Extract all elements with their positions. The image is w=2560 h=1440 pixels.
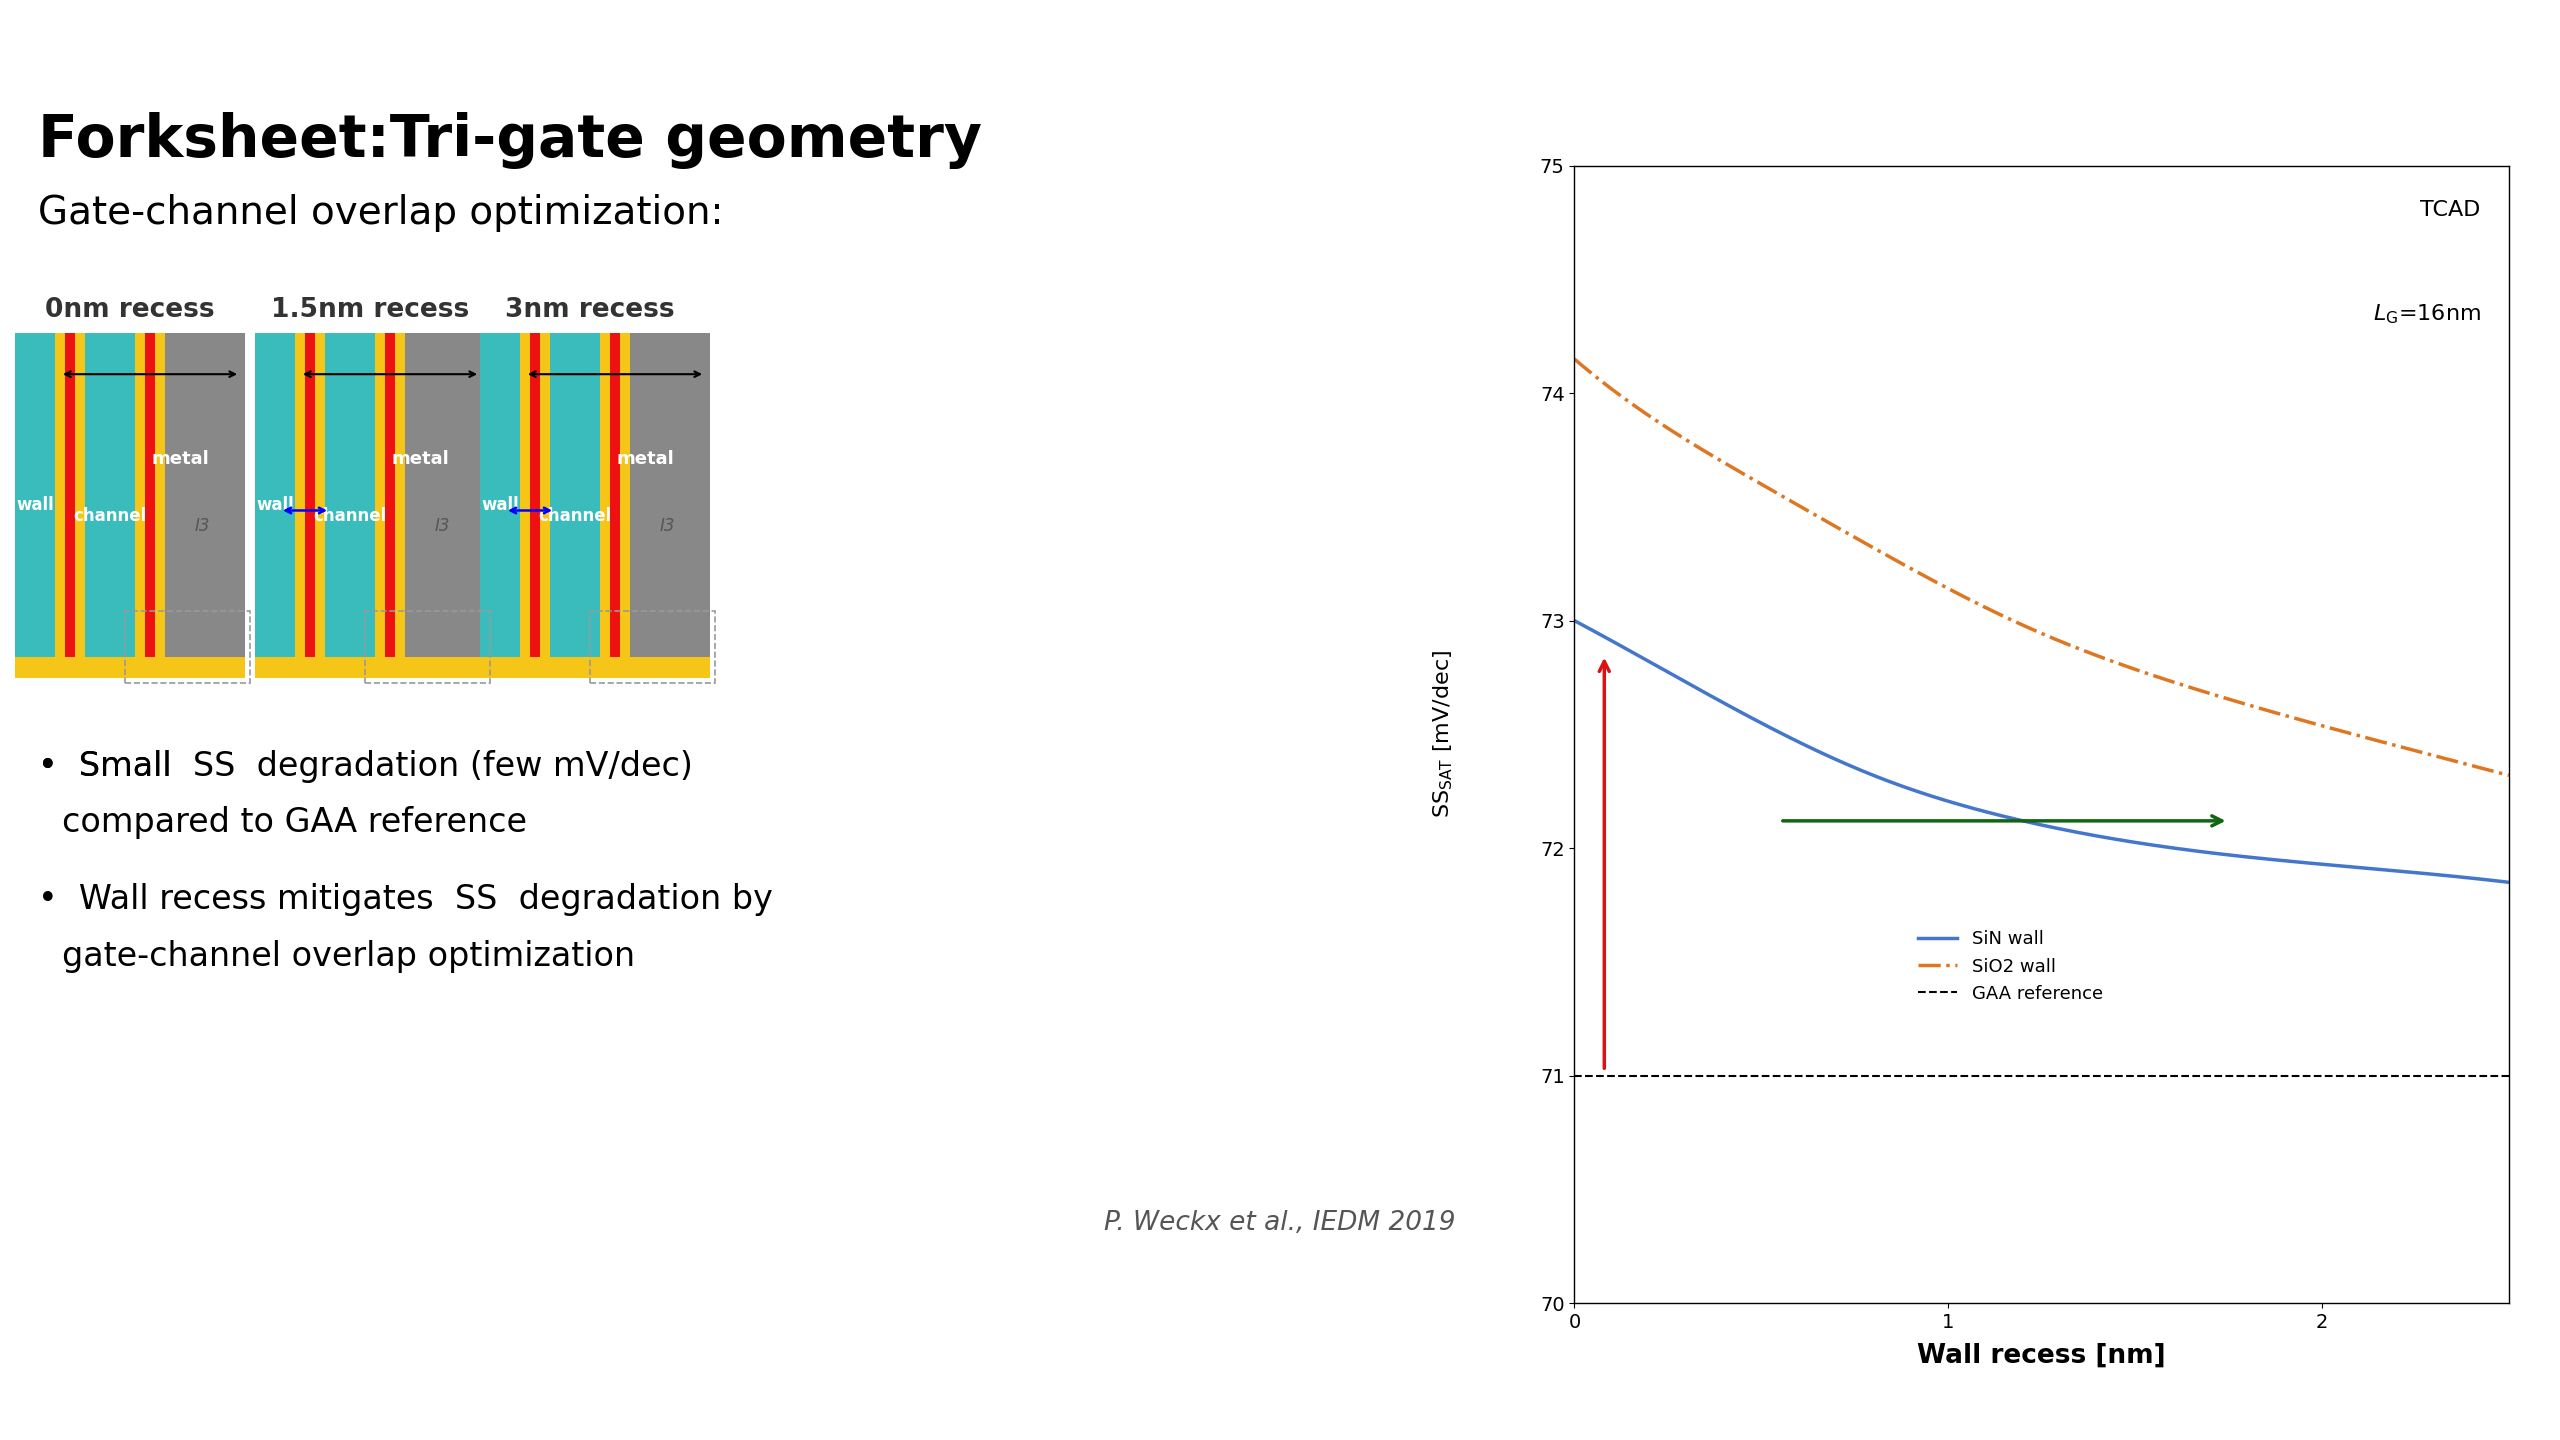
Bar — [550, 333, 599, 678]
Text: TCAD: TCAD — [2419, 200, 2481, 220]
Text: Slide 27: Slide 27 — [2376, 1384, 2514, 1413]
Text: I3: I3 — [660, 517, 676, 534]
Bar — [394, 333, 404, 678]
Text: 1.5nm recess: 1.5nm recess — [271, 297, 468, 323]
Text: metal: metal — [151, 451, 210, 468]
Bar — [74, 333, 84, 678]
Bar — [366, 611, 489, 683]
Bar — [540, 333, 550, 678]
Bar — [15, 657, 246, 678]
Text: SS$_{\mathregular{SAT}}$ [mV/dec]: SS$_{\mathregular{SAT}}$ [mV/dec] — [1431, 651, 1457, 818]
Text: •  Wall recess mitigates  SS  degradation by: • Wall recess mitigates SS degradation b… — [38, 883, 773, 916]
Bar — [325, 333, 374, 678]
Bar — [15, 333, 246, 678]
Legend: SiN wall, SiO2 wall, GAA reference: SiN wall, SiO2 wall, GAA reference — [1910, 923, 2109, 1009]
Text: wall: wall — [15, 497, 54, 514]
X-axis label: Wall recess [nm]: Wall recess [nm] — [1917, 1344, 2166, 1369]
Text: channel: channel — [538, 507, 612, 524]
Bar — [530, 333, 540, 678]
Bar — [609, 333, 620, 678]
Text: wall: wall — [256, 497, 294, 514]
Text: wall: wall — [481, 497, 520, 514]
Text: 2021 Symposia on VLSI Technology and Circuits: 2021 Symposia on VLSI Technology and Cir… — [870, 1384, 1690, 1413]
Bar — [146, 333, 156, 678]
Bar — [256, 333, 294, 678]
Bar — [481, 333, 520, 678]
Bar — [620, 333, 630, 678]
Bar — [136, 333, 146, 678]
Text: I3: I3 — [435, 517, 451, 534]
Bar — [589, 611, 714, 683]
Bar — [256, 333, 484, 678]
Text: metal: metal — [392, 451, 448, 468]
Bar — [54, 333, 64, 678]
Text: channel: channel — [312, 507, 387, 524]
Text: channel: channel — [74, 507, 146, 524]
Bar — [256, 657, 484, 678]
Bar — [84, 333, 136, 678]
Text: I3: I3 — [195, 517, 210, 534]
Text: Forksheet:Tri-gate geometry: Forksheet:Tri-gate geometry — [38, 112, 983, 168]
Bar — [481, 333, 709, 678]
Bar — [599, 333, 609, 678]
Text: 3nm recess: 3nm recess — [504, 297, 676, 323]
Text: T2-1: T2-1 — [46, 1384, 123, 1413]
Bar — [305, 333, 315, 678]
Bar — [520, 333, 530, 678]
Bar — [374, 333, 384, 678]
Bar — [384, 333, 394, 678]
Bar — [156, 333, 164, 678]
Text: compared to GAA reference: compared to GAA reference — [61, 806, 527, 840]
Bar — [64, 333, 74, 678]
Text: Gate-channel overlap optimization:: Gate-channel overlap optimization: — [38, 194, 724, 232]
Text: P. Weckx et al., IEDM 2019: P. Weckx et al., IEDM 2019 — [1103, 1210, 1457, 1236]
Bar — [481, 657, 709, 678]
Text: •  Small  SS  degradation (few mV/dec): • Small SS degradation (few mV/dec) — [38, 750, 694, 782]
Text: $\it{L}_{\mathregular{G}}$=16nm: $\it{L}_{\mathregular{G}}$=16nm — [2373, 302, 2481, 325]
Bar — [15, 333, 54, 678]
Text: gate-channel overlap optimization: gate-channel overlap optimization — [61, 940, 635, 973]
Text: metal: metal — [617, 451, 673, 468]
Bar — [294, 333, 305, 678]
Bar — [125, 611, 251, 683]
Bar — [315, 333, 325, 678]
Text: •  Small: • Small — [38, 750, 182, 782]
Text: 0nm recess: 0nm recess — [46, 297, 215, 323]
